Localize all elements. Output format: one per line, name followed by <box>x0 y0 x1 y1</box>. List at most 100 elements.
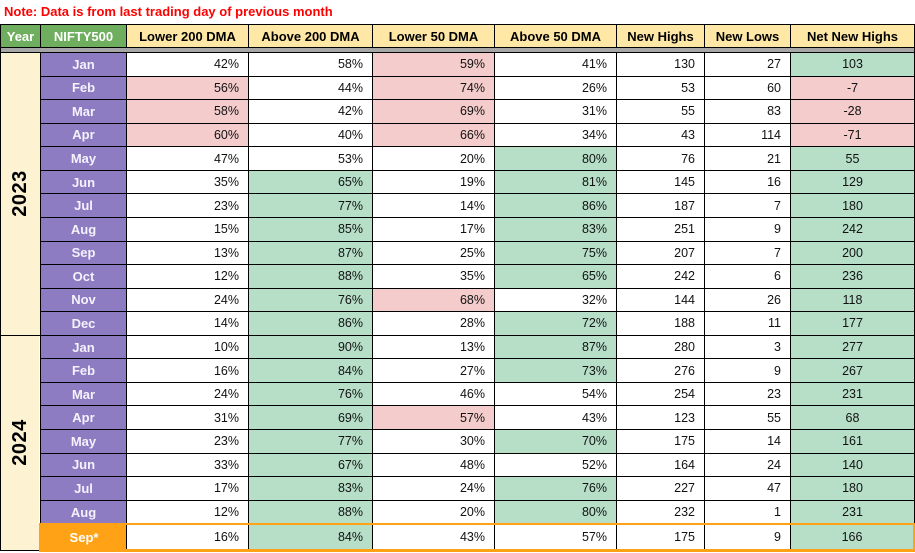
column-header-above-50-dma: Above 50 DMA <box>494 24 617 48</box>
month-cell-2023-feb: Feb <box>40 75 127 101</box>
value-cell: 84% <box>248 358 373 383</box>
column-header-nifty500: NIFTY500 <box>40 24 127 48</box>
month-cell-2024-jan: Jan <box>40 334 127 360</box>
value-cell: 69% <box>248 405 373 430</box>
value-cell: 23 <box>704 381 791 407</box>
column-header-lower-200-dma: Lower 200 DMA <box>126 24 249 48</box>
value-cell: 15% <box>126 216 249 242</box>
value-cell: 251 <box>616 216 705 242</box>
header-row: Year NIFTY500 Lower 200 DMA Above 200 DMA Lo… <box>0 24 915 48</box>
table-body: 2023 Jan 42% 58% 59% 41% 130 27 103 Feb 56% 44% 74% 2… <box>0 52 915 553</box>
month-cell-2023-mar: Mar <box>40 99 127 124</box>
value-cell: 14 <box>704 429 791 454</box>
value-cell: 41% <box>494 52 617 77</box>
value-cell: 56% <box>126 75 249 101</box>
value-cell: 144 <box>616 287 705 313</box>
value-cell: 12% <box>126 499 249 525</box>
month-cell-2024-sep: Sep* <box>39 523 127 553</box>
value-cell: 177 <box>790 311 915 336</box>
value-cell: 267 <box>790 358 915 383</box>
data-row-2023-mar: Mar 58% 42% 69% 31% 55 83 -28 <box>1 99 915 124</box>
data-row-2024-sep: Sep* 16% 84% 43% 57% 175 9 166 <box>1 523 915 553</box>
value-cell: 164 <box>616 452 705 478</box>
year-text: 2024 <box>8 419 31 467</box>
value-cell: 166 <box>790 523 915 553</box>
value-cell: 7 <box>704 240 791 266</box>
value-cell: 188 <box>616 311 705 336</box>
value-cell: 175 <box>616 429 705 454</box>
value-cell: -28 <box>790 99 915 124</box>
value-cell: 86% <box>248 311 373 336</box>
data-row-2023-may: May 47% 53% 20% 80% 76 21 55 <box>1 146 915 171</box>
value-cell: 207 <box>616 240 705 266</box>
value-cell: 232 <box>616 499 705 525</box>
value-cell: 73% <box>494 358 617 383</box>
value-cell: 242 <box>790 216 915 242</box>
value-cell: 31% <box>126 405 249 430</box>
value-cell: 21 <box>704 146 791 171</box>
value-cell: 16% <box>126 358 249 383</box>
year-cell-2024: 2024 <box>0 334 41 552</box>
value-cell: 14% <box>126 311 249 336</box>
value-cell: 118 <box>790 287 915 313</box>
value-cell: 42% <box>248 99 373 124</box>
table-header: Year NIFTY500 Lower 200 DMA Above 200 DMA Lo… <box>0 24 915 53</box>
value-cell: 85% <box>248 216 373 242</box>
value-cell: 35% <box>372 264 495 289</box>
value-cell: 180 <box>790 476 915 501</box>
frozen-divider <box>0 47 915 53</box>
value-cell: 83% <box>248 476 373 501</box>
value-cell: 77% <box>248 193 373 218</box>
value-cell: 69% <box>372 99 495 124</box>
value-cell: 145 <box>616 169 705 195</box>
value-cell: 87% <box>494 334 617 360</box>
value-cell: -7 <box>790 75 915 101</box>
value-cell: 66% <box>372 122 495 148</box>
value-cell: 227 <box>616 476 705 501</box>
value-cell: 58% <box>248 52 373 77</box>
value-cell: 26% <box>494 75 617 101</box>
value-cell: 42% <box>126 52 249 77</box>
value-cell: 161 <box>790 429 915 454</box>
value-cell: 47% <box>126 146 249 171</box>
data-row-2023-feb: Feb 56% 44% 74% 26% 53 60 -7 <box>1 75 915 101</box>
data-row-2023-nov: Nov 24% 76% 68% 32% 144 26 118 <box>1 287 915 313</box>
value-cell: 23% <box>126 193 249 218</box>
value-cell: 231 <box>790 499 915 525</box>
value-cell: 46% <box>372 381 495 407</box>
month-cell-2023-jul: Jul <box>40 193 127 218</box>
value-cell: 55 <box>704 405 791 430</box>
data-row-2024-apr: Apr 31% 69% 57% 43% 123 55 68 <box>1 405 915 430</box>
value-cell: 88% <box>248 499 373 525</box>
year-cell-2023: 2023 <box>0 52 41 336</box>
column-header-year: Year <box>0 24 41 48</box>
value-cell: 83% <box>494 216 617 242</box>
value-cell: 27 <box>704 52 791 77</box>
value-cell: 32% <box>494 287 617 313</box>
value-cell: 24% <box>126 287 249 313</box>
data-row-2024-jan: 2024 Jan 10% 90% 13% 87% 280 3 277 <box>0 334 915 552</box>
month-cell-2023-aug: Aug <box>40 216 127 242</box>
value-cell: 28% <box>372 311 495 336</box>
data-row-2023-jul: Jul 23% 77% 14% 86% 187 7 180 <box>1 193 915 218</box>
value-cell: 74% <box>372 75 495 101</box>
value-cell: 72% <box>494 311 617 336</box>
value-cell: 180 <box>790 193 915 218</box>
data-row-2023-apr: Apr 60% 40% 66% 34% 43 114 -71 <box>1 122 915 148</box>
data-row-2023-jan: 2023 Jan 42% 58% 59% 41% 130 27 103 <box>0 52 915 336</box>
month-cell-2024-mar: Mar <box>40 381 127 407</box>
value-cell: 24% <box>126 381 249 407</box>
month-cell-2023-oct: Oct <box>40 264 127 289</box>
value-cell: 67% <box>248 452 373 478</box>
month-cell-2023-jun: Jun <box>40 169 127 195</box>
value-cell: 77% <box>248 429 373 454</box>
month-cell-2024-jul: Jul <box>40 476 127 501</box>
value-cell: 20% <box>372 146 495 171</box>
data-row-2023-sep: Sep 13% 87% 25% 75% 207 7 200 <box>1 240 915 266</box>
year-text: 2023 <box>9 170 31 218</box>
value-cell: 33% <box>126 452 249 478</box>
value-cell: 231 <box>790 381 915 407</box>
value-cell: 14% <box>372 193 495 218</box>
value-cell: 123 <box>616 405 705 430</box>
